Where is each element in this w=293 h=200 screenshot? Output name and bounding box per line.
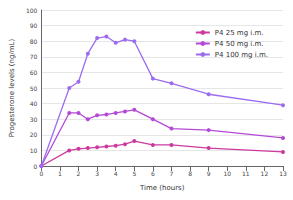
- svg-text:90: 90: [30, 22, 38, 29]
- svg-text:100: 100: [26, 7, 38, 14]
- svg-text:1: 1: [58, 170, 62, 177]
- svg-text:60: 60: [30, 69, 38, 76]
- svg-text:13: 13: [279, 170, 287, 177]
- svg-text:3: 3: [95, 170, 99, 177]
- svg-text:50: 50: [30, 85, 38, 92]
- svg-text:0: 0: [39, 170, 43, 177]
- svg-text:P4 100 mg i.m.: P4 100 mg i.m.: [215, 51, 268, 59]
- svg-text:Progesterone levels (ng/mL): Progesterone levels (ng/mL): [8, 39, 16, 138]
- svg-text:P4 25 mg i.m.: P4 25 mg i.m.: [215, 29, 264, 37]
- svg-text:7: 7: [170, 170, 174, 177]
- svg-text:0: 0: [34, 163, 38, 170]
- svg-text:40: 40: [30, 100, 38, 107]
- svg-text:5: 5: [132, 170, 136, 177]
- svg-text:6: 6: [151, 170, 155, 177]
- svg-text:70: 70: [30, 53, 38, 60]
- svg-text:4: 4: [114, 170, 118, 177]
- svg-text:9: 9: [207, 170, 211, 177]
- svg-text:30: 30: [30, 116, 38, 123]
- svg-text:10: 10: [30, 147, 38, 154]
- svg-text:12: 12: [261, 170, 269, 177]
- svg-text:8: 8: [188, 170, 192, 177]
- svg-text:Time (hours): Time (hours): [139, 184, 185, 192]
- svg-text:10: 10: [223, 170, 231, 177]
- svg-text:P4 50 mg i.m.: P4 50 mg i.m.: [215, 40, 264, 48]
- svg-text:20: 20: [30, 131, 38, 138]
- svg-text:80: 80: [30, 38, 38, 45]
- svg-text:11: 11: [242, 170, 250, 177]
- svg-text:2: 2: [77, 170, 81, 177]
